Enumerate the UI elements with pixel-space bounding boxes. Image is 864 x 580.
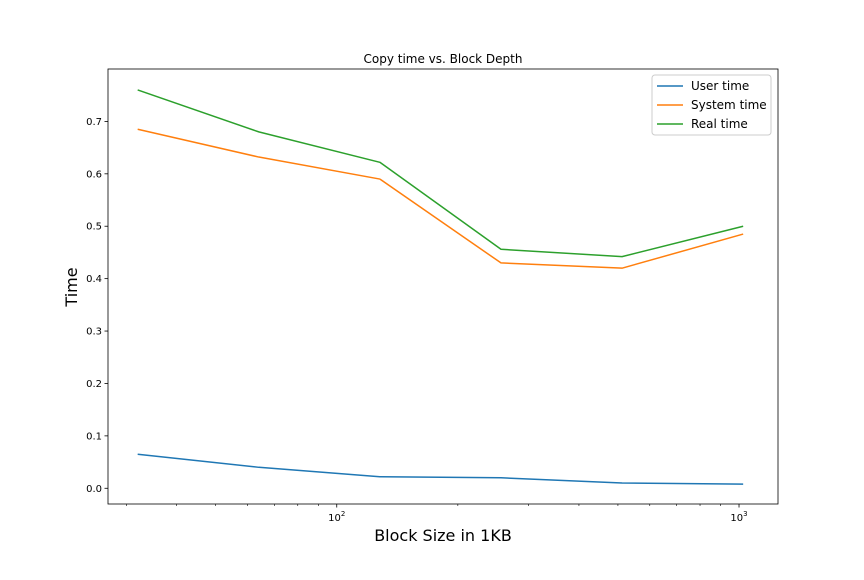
y-tick-label: 0.1 [86,431,102,442]
y-tick-label: 0.4 [86,274,102,285]
legend-label: User time [691,79,749,93]
y-tick-label: 0.6 [86,169,102,180]
y-tick-label: 0.2 [86,379,102,390]
y-axis-label: Time [62,267,81,307]
y-tick-label: 0.0 [86,484,102,495]
series-line-system-time [137,128,744,269]
plot-area [107,68,779,505]
legend-frame [651,74,772,136]
x-tick-label-base: 10 [730,513,743,524]
x-tick-label-base: 10 [328,513,341,524]
series-line-real-time [137,89,744,258]
series-lines [137,89,744,485]
legend: User time System time Real time [651,74,772,136]
x-tick-label: 102 [328,510,345,524]
x-axis-label: Block Size in 1KB [374,526,512,545]
legend-label: Real time [691,117,748,131]
legend-label: System time [691,98,767,112]
y-tick-label: 0.5 [86,222,102,233]
y-tick-label: 0.3 [86,327,102,338]
x-tick-label: 103 [730,510,747,524]
legend-items: User time System time Real time [657,79,767,131]
y-tick-label: 0.7 [86,117,102,128]
x-tick-label-exponent: 2 [341,510,345,518]
x-tick-label-exponent: 3 [743,510,747,518]
series-line-user-time [137,453,744,485]
chart-title: Copy time vs. Block Depth [364,52,523,66]
